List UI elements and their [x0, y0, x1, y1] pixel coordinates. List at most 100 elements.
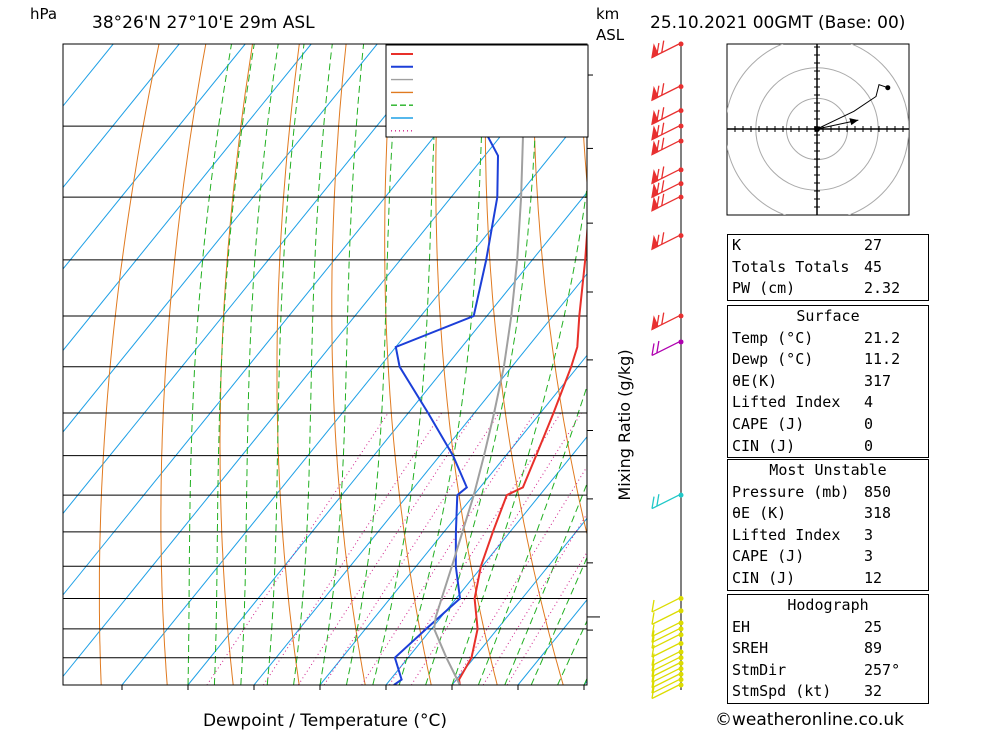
wind-barb-staff — [651, 651, 680, 667]
index-row: StmSpd (kt) 32 — [728, 681, 928, 703]
index-label: CIN (J) — [732, 436, 796, 455]
plot-frame — [62, 43, 588, 686]
storm-motion-arrowhead — [849, 118, 859, 126]
wind-level-dot — [678, 655, 684, 661]
wind-level-dot — [678, 626, 684, 632]
index-label: CIN (J) — [732, 568, 796, 587]
wet-adiabat-line — [451, 184, 587, 685]
wind-barb-staff — [651, 668, 680, 683]
index-row: StmDir 257° — [728, 660, 928, 682]
wind-barb — [651, 622, 680, 638]
general-indices-table: K 27 Totals Totals 45 PW (cm) 2.32 — [727, 234, 929, 301]
wind-barb-staff — [651, 628, 680, 643]
wind-barb — [651, 166, 680, 185]
wind-barb — [651, 668, 680, 683]
hodograph-inner — [727, 44, 909, 215]
wind-barb — [651, 610, 680, 625]
wind-barb — [651, 193, 680, 212]
wet-adiabat-line — [293, 44, 333, 685]
index-label: Temp (°C) — [732, 328, 814, 347]
index-label: Lifted Index — [732, 393, 841, 412]
index-value: 0 — [864, 414, 874, 433]
index-label: CAPE (J) — [732, 547, 805, 566]
index-section-title: Surface — [796, 307, 860, 325]
legend-box — [385, 44, 589, 138]
wind-barb-feather — [656, 42, 660, 56]
isotherm-line — [63, 44, 180, 189]
hodograph-indices-table: Hodograph EH 25 SREH 89 StmDir 257° StmSpd (kt)… — [727, 594, 929, 704]
index-row: Lifted Index 3 — [728, 525, 928, 547]
asl-unit: ASL — [596, 26, 625, 44]
wet-adiabat-line — [398, 44, 487, 685]
km-unit: km — [596, 5, 619, 23]
wind-level-dot — [678, 677, 684, 683]
credit-link[interactable]: ©weatheronline.co.uk — [715, 710, 905, 730]
wind-level-dot — [678, 682, 684, 688]
wind-level-dot — [678, 595, 684, 601]
wet-adiabat-line — [266, 44, 305, 685]
isotherm-line — [63, 44, 576, 678]
wind-level-dot — [678, 108, 684, 114]
wind-barb-staff — [651, 341, 680, 357]
index-value: 2.32 — [864, 279, 901, 298]
isotherm-line — [63, 44, 510, 596]
wet-adiabat-line — [530, 556, 587, 685]
index-label: CAPE (J) — [732, 414, 805, 433]
hodograph-trace — [816, 84, 888, 130]
wind-level-dot — [678, 492, 684, 498]
index-value: 27 — [864, 236, 883, 254]
isotherm-line — [253, 273, 587, 685]
wind-barb-staff — [651, 673, 680, 689]
wet-adiabat-line — [504, 482, 587, 685]
hpa-unit: hPa — [30, 5, 57, 23]
isotherm-line — [63, 44, 312, 352]
index-row: Dewp (°C) 11.2 — [728, 349, 928, 371]
dry-adiabat-line — [954, 44, 1000, 685]
wind-barb-feather — [651, 599, 655, 613]
index-row: CIN (J) 0 — [728, 436, 928, 458]
wet-adiabat-line — [319, 44, 365, 685]
index-value: 317 — [864, 371, 892, 390]
wind-barb-staff — [651, 634, 680, 649]
index-value: 45 — [864, 257, 883, 276]
wind-barb — [651, 83, 680, 102]
wind-barb-feather — [656, 140, 660, 153]
isotherm-line — [121, 110, 587, 685]
index-value: 3 — [864, 547, 874, 566]
wind-barb-staff — [651, 679, 680, 694]
index-row: K 27 — [728, 235, 928, 257]
index-value: 4 — [864, 393, 874, 412]
surface-indices-table: Surface Temp (°C) 21.2 Dewp (°C) 11.2 θE(K) 31… — [727, 305, 929, 459]
wind-barb — [651, 651, 680, 667]
index-row: Temp (°C) 21.2 — [728, 328, 928, 350]
wind-level-dot — [678, 41, 684, 47]
wind-level-dot — [678, 640, 684, 646]
wind-barb — [651, 657, 680, 672]
index-row: Totals Totals 45 — [728, 257, 928, 279]
mixing-ratio-axis-label: Mixing Ratio (g/kg) — [615, 349, 634, 500]
wind-level-dot — [678, 167, 684, 173]
mixing-ratio-line — [323, 412, 500, 685]
index-section-title: Most Unstable — [769, 461, 887, 479]
location-title: 38°26'N 27°10'E 29m ASL — [92, 13, 315, 33]
index-label: SREH — [732, 639, 769, 658]
wind-level-dot — [678, 666, 684, 672]
wind-barb — [651, 312, 680, 331]
wind-barbs — [651, 40, 684, 700]
wind-barb-feather — [656, 168, 660, 182]
index-value: 89 — [864, 639, 883, 658]
hodograph — [726, 43, 910, 216]
index-label: Dewp (°C) — [732, 350, 814, 369]
wind-barb-staff — [651, 657, 680, 672]
wind-level-dot — [678, 233, 684, 239]
isotherm-line — [63, 44, 378, 433]
wind-barb-staff — [651, 662, 680, 678]
index-value: 25 — [864, 617, 883, 636]
mixing-ratio-line — [361, 412, 535, 685]
isotherm-line — [385, 436, 587, 685]
wet-adiabat-line — [213, 44, 255, 685]
wind-barb — [651, 107, 680, 126]
index-value: 11.2 — [864, 350, 901, 369]
index-label: K — [732, 236, 742, 254]
isotherm-line — [63, 44, 444, 515]
